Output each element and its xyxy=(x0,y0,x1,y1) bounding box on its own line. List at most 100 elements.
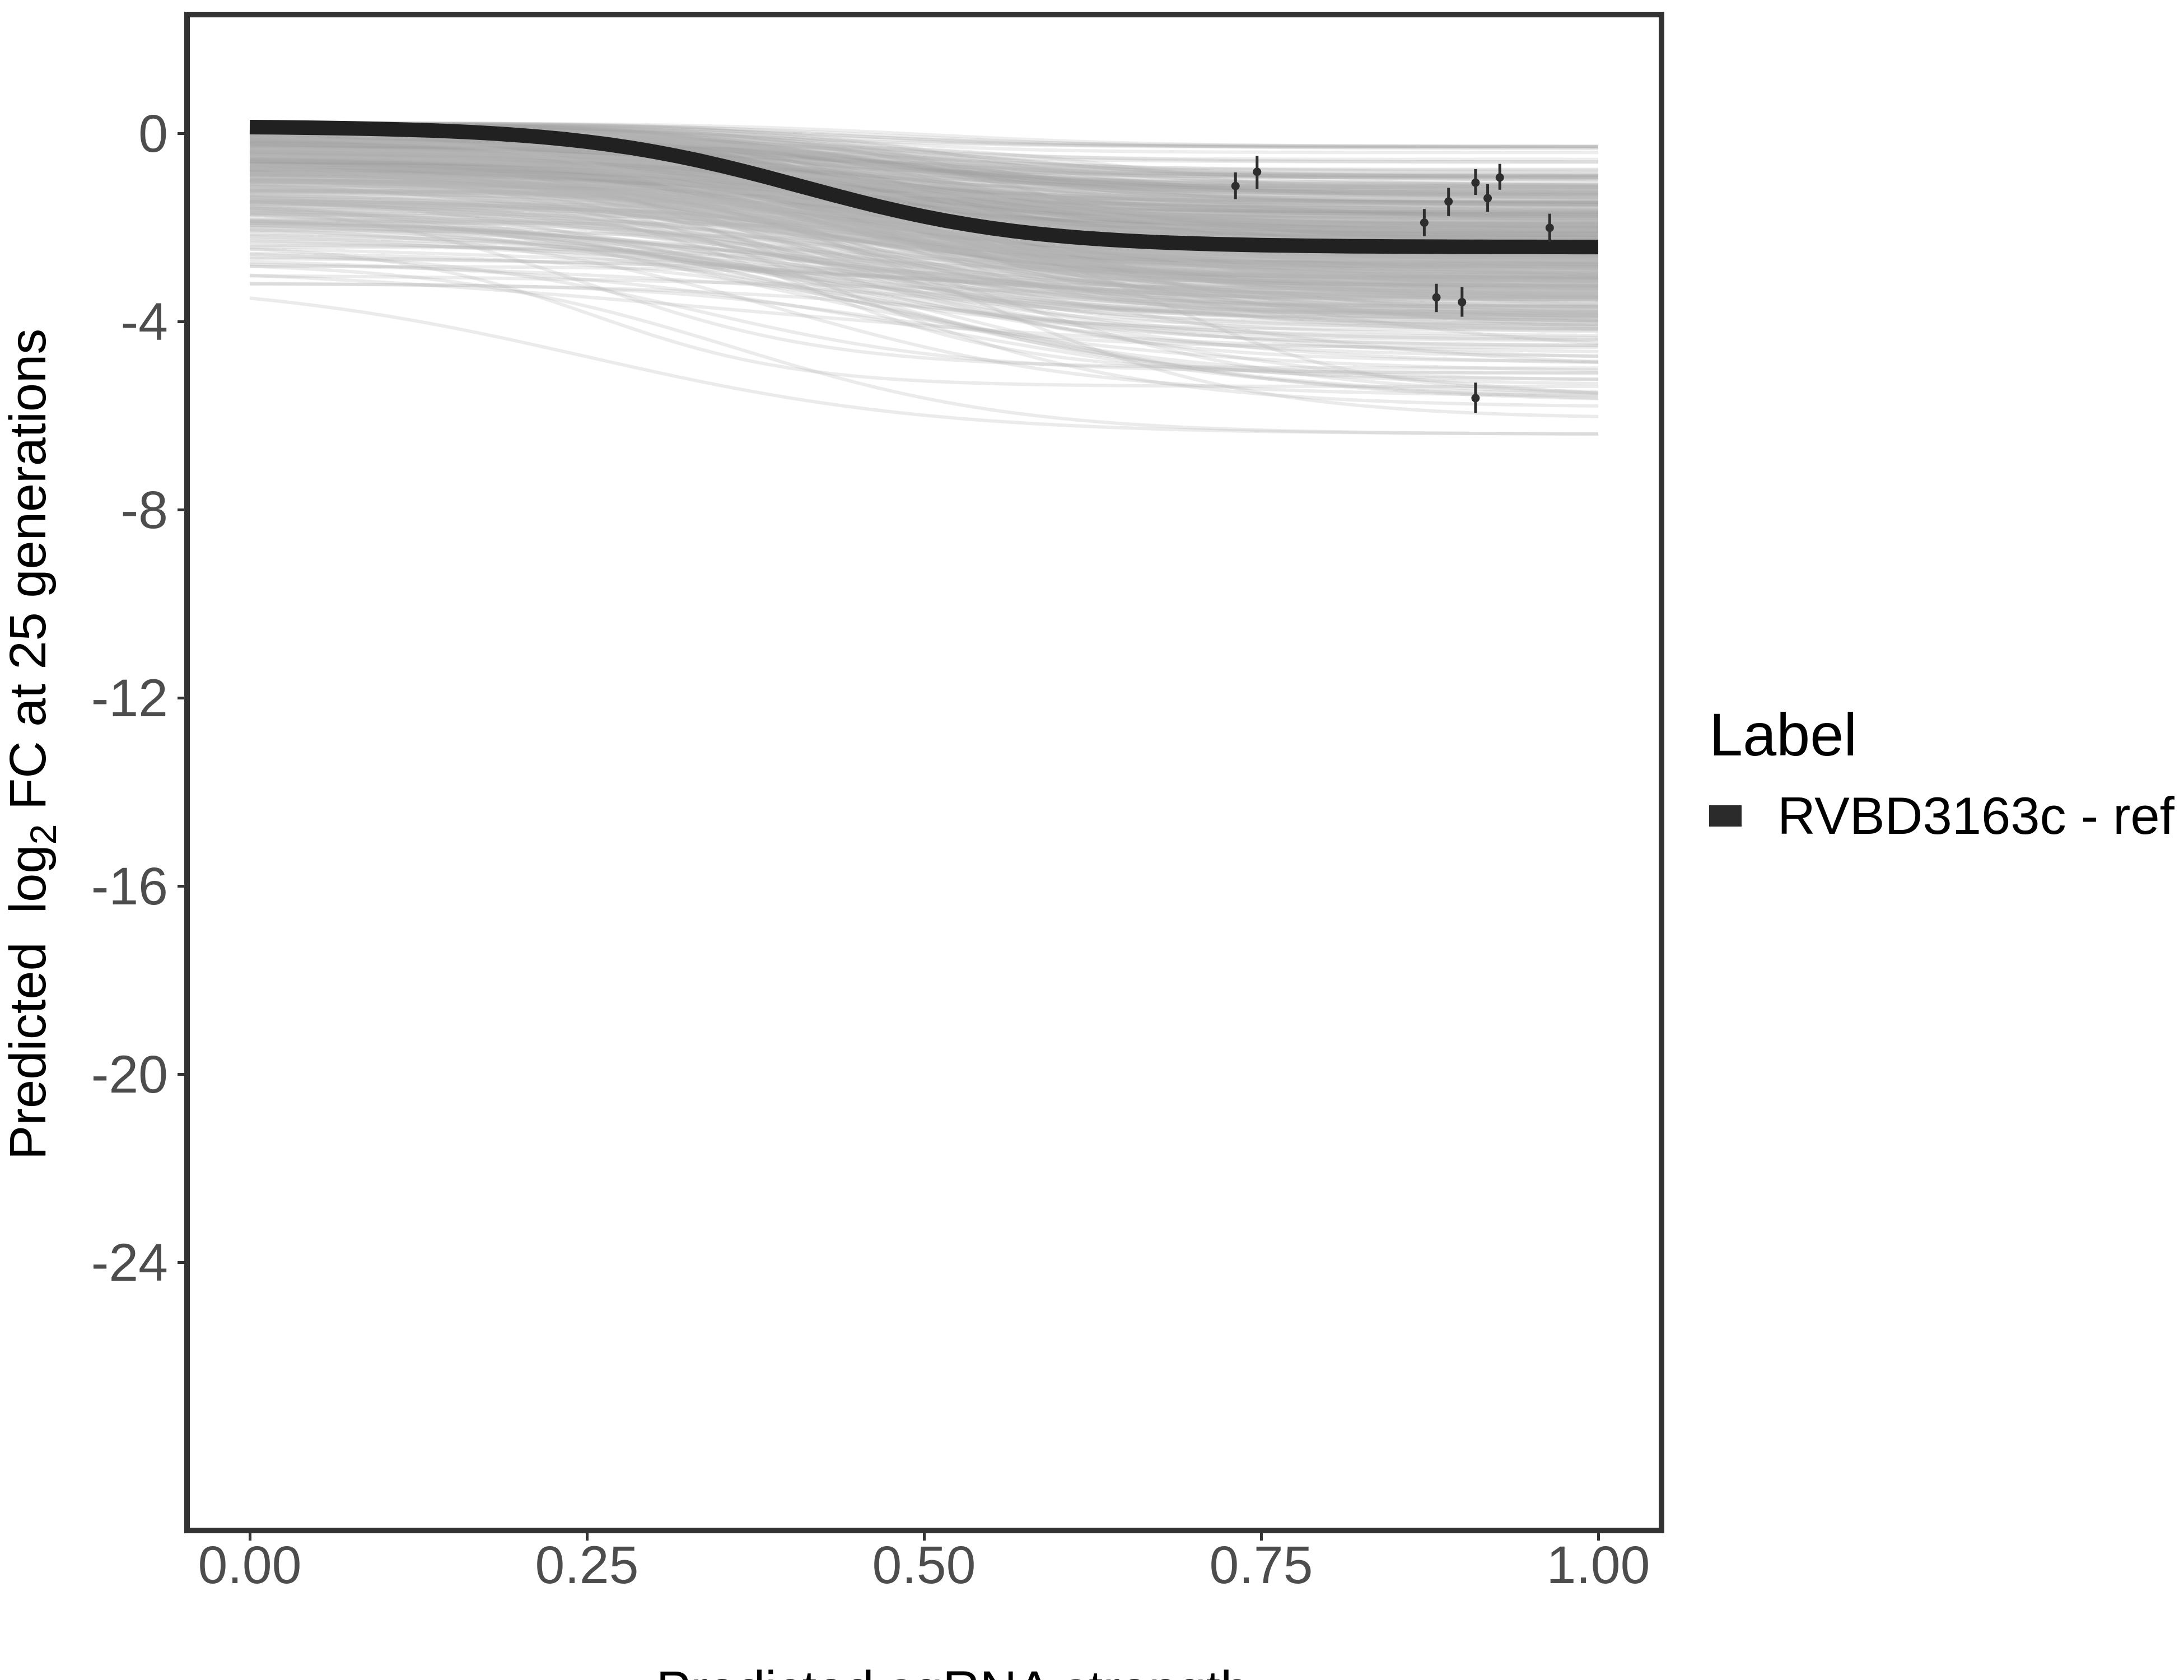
posterior-draw-line xyxy=(249,132,1599,285)
posterior-draw-line xyxy=(250,122,1599,197)
posterior-draw-line xyxy=(249,173,1598,306)
posterior-draw-line xyxy=(249,138,1599,195)
posterior-draw-line xyxy=(249,167,1599,242)
y-axis-title-pre: Predicted log xyxy=(0,844,57,1160)
data-point xyxy=(1458,298,1467,307)
y-tick-label: -20 xyxy=(91,1045,168,1104)
posterior-draw-line xyxy=(249,158,1598,265)
y-axis-title-post: FC at 25 generations xyxy=(0,328,57,824)
posterior-draw-line xyxy=(249,171,1599,334)
posterior-draw-line xyxy=(249,151,1599,196)
posterior-draw-line xyxy=(249,204,1599,318)
posterior-draw-line xyxy=(249,184,1598,274)
posterior-draw-line xyxy=(249,198,1599,321)
x-tick-label: 0.25 xyxy=(535,1536,639,1595)
posterior-draw-line xyxy=(249,157,1598,266)
posterior-draw-line xyxy=(250,137,1598,214)
posterior-draw-line xyxy=(249,137,1598,288)
posterior-draw-line xyxy=(249,134,1598,197)
posterior-draw-line xyxy=(249,137,1599,234)
posterior-draw-line xyxy=(249,136,1599,234)
posterior-draw-line xyxy=(249,201,1599,318)
posterior-draw-line xyxy=(249,219,1599,385)
posterior-draw-line xyxy=(249,183,1599,286)
posterior-draw-line xyxy=(249,139,1598,220)
y-tick-mark xyxy=(178,320,185,323)
posterior-draw-line xyxy=(249,144,1599,299)
posterior-draw-line xyxy=(249,141,1599,277)
posterior-draw-line xyxy=(249,167,1599,270)
posterior-draw-line xyxy=(249,157,1599,264)
posterior-draw-line xyxy=(249,166,1599,314)
posterior-draw-line xyxy=(249,177,1598,304)
posterior-draw-line xyxy=(249,174,1598,219)
posterior-draw-line xyxy=(249,178,1598,262)
posterior-draw-line xyxy=(250,164,1598,234)
posterior-draw-line xyxy=(249,143,1599,316)
x-tick-mark xyxy=(248,1533,251,1541)
y-tick-label: -4 xyxy=(120,292,168,352)
posterior-draw-line xyxy=(249,162,1599,230)
posterior-draw-line xyxy=(249,167,1599,240)
posterior-draw-line xyxy=(249,150,1598,266)
posterior-draw-line xyxy=(249,162,1599,258)
posterior-draw-line xyxy=(249,161,1599,236)
posterior-draw-line xyxy=(249,139,1598,227)
posterior-draw-line xyxy=(249,165,1598,214)
y-tick-mark xyxy=(178,508,185,511)
posterior-draw-line xyxy=(249,220,1599,358)
posterior-draw-line xyxy=(249,282,1599,349)
posterior-draw-line xyxy=(249,158,1599,284)
posterior-draw-line xyxy=(249,139,1599,182)
posterior-draw-line xyxy=(249,257,1599,319)
posterior-draw-line xyxy=(249,179,1599,267)
posterior-draw-line xyxy=(249,146,1599,221)
x-tick-mark xyxy=(1259,1533,1263,1541)
posterior-draw-line xyxy=(249,195,1599,288)
posterior-draw-line xyxy=(249,136,1598,204)
posterior-draw-line xyxy=(249,144,1598,266)
posterior-draw-line xyxy=(249,239,1599,381)
posterior-draw-line xyxy=(249,260,1599,400)
posterior-draw-line xyxy=(249,147,1598,203)
posterior-draw-line xyxy=(250,213,1599,309)
posterior-draw-line xyxy=(249,160,1599,265)
posterior-draw-line xyxy=(249,178,1598,204)
posterior-draw-line xyxy=(249,142,1599,285)
posterior-draw-line xyxy=(249,122,1598,148)
posterior-draw-line xyxy=(249,150,1599,234)
posterior-draw-line xyxy=(249,177,1599,268)
posterior-draw-line xyxy=(249,195,1599,317)
posterior-draw-line xyxy=(249,156,1598,280)
posterior-draw-line xyxy=(249,208,1598,320)
posterior-draw-line xyxy=(249,137,1598,172)
posterior-draw-line xyxy=(249,181,1598,208)
posterior-draw-line xyxy=(249,147,1599,227)
posterior-draw-line xyxy=(249,141,1598,284)
posterior-draw-line xyxy=(249,200,1598,295)
data-point xyxy=(1432,293,1441,302)
x-tick-label: 0.50 xyxy=(872,1536,976,1595)
y-tick-label: -16 xyxy=(91,857,168,916)
posterior-draw-line xyxy=(249,138,1599,279)
y-tick-label: -12 xyxy=(91,669,168,728)
posterior-draw-line xyxy=(249,188,1598,274)
y-tick-label: -24 xyxy=(91,1233,168,1292)
posterior-draw-line xyxy=(249,172,1599,264)
posterior-draw-line xyxy=(249,157,1599,323)
posterior-draw-line xyxy=(250,161,1599,278)
posterior-draw-line xyxy=(249,185,1599,282)
posterior-draw-line xyxy=(249,180,1599,418)
reference-curve xyxy=(249,120,1598,255)
posterior-draw-line xyxy=(249,151,1599,178)
posterior-draw-line xyxy=(249,165,1599,288)
posterior-draw-line xyxy=(249,155,1598,260)
posterior-draw-line xyxy=(249,137,1599,234)
posterior-draw-line xyxy=(249,171,1599,272)
posterior-draw-line xyxy=(249,134,1599,271)
posterior-draw-line xyxy=(249,200,1599,311)
posterior-draw-line xyxy=(249,190,1599,273)
posterior-draw-line xyxy=(249,160,1599,194)
posterior-draw-line xyxy=(249,199,1599,282)
